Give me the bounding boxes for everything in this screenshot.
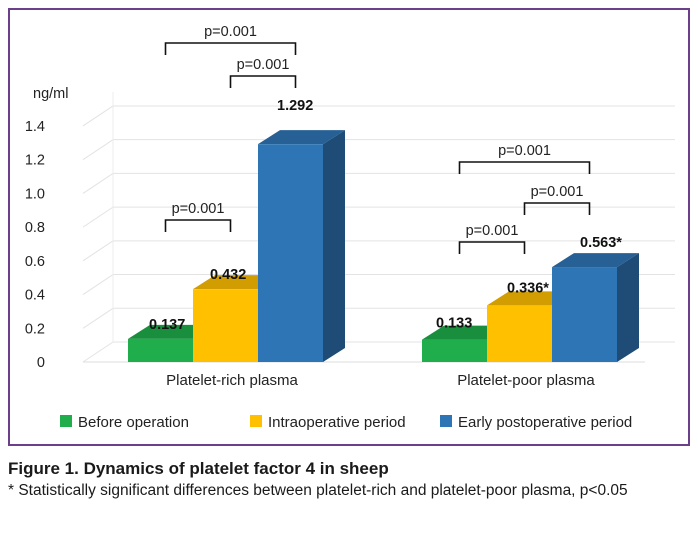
y-tick-label: 1.4 [25,119,45,135]
bar [258,144,323,362]
data-label: 1.292 [277,98,313,114]
significance-bracket [229,75,297,88]
side-gridline [82,240,114,262]
data-label: 0.137 [149,317,185,333]
side-gridline [82,274,114,295]
significance-bracket [523,202,591,215]
side-gridline [82,206,114,228]
chart-frame [8,8,690,446]
y-tick-label: 0 [37,355,45,371]
side-gridline [82,341,114,363]
y-tick-label: 0.2 [25,321,45,337]
bar-chart: 0 0.2 0.4 0.6 0.8 1.0 1.2 1.4 ng/ml 0.137 0.432 1.2… [25,24,675,431]
y-tick-label: 0.6 [25,254,45,270]
significance-bracket [164,219,232,232]
bar [422,339,487,362]
legend-label: Before operation [78,414,189,431]
caption-title: Figure 1. Dynamics of platelet factor 4 … [8,459,389,478]
bar-side [323,130,345,362]
bar-top [258,130,345,145]
data-label: 0.563* [580,235,622,251]
legend-swatch [250,415,262,427]
legend-swatch [440,415,452,427]
bar [128,338,193,362]
significance-bracket [458,241,526,254]
category-label: Platelet-poor plasma [457,372,595,389]
side-gridline [82,139,114,161]
y-tick-label: 0.8 [25,220,45,236]
side-gridline [82,172,114,194]
significance-label: p=0.001 [466,223,519,239]
bar-top [552,253,639,268]
data-label: 0.336* [507,280,549,296]
caption-note: * Statistically significant differences … [8,482,628,499]
legend-swatch [60,415,72,427]
y-axis-label: ng/ml [33,86,68,102]
significance-label: p=0.001 [172,201,225,217]
figure-caption: Figure 1. Dynamics of platelet factor 4 … [8,458,690,501]
significance-label: p=0.001 [237,57,290,73]
significance-bracket [164,42,297,55]
significance-label: p=0.001 [498,143,551,159]
significance-label: p=0.001 [204,24,257,40]
bar [193,289,258,362]
bar [487,305,552,362]
data-label: 0.432 [210,267,246,283]
side-gridline [82,105,114,127]
y-tick-label: 1.0 [25,186,45,202]
y-tick-label: 1.2 [25,153,45,169]
data-label: 0.133 [436,316,472,332]
bar [552,267,617,362]
y-tick-label: 0.4 [25,288,45,304]
legend-label: Intraoperative period [268,414,406,431]
significance-bracket [458,161,591,174]
bar-side [617,253,639,362]
category-label: Platelet-rich plasma [166,372,298,389]
significance-label: p=0.001 [531,184,584,200]
legend-label: Early postoperative period [458,414,632,431]
side-gridline [82,307,114,329]
